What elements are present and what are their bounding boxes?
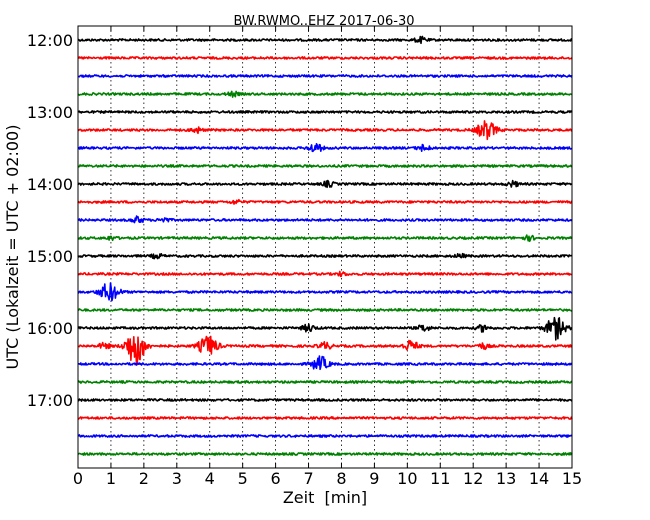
x-tick-label: 8: [336, 469, 346, 488]
x-tick-label: 2: [139, 469, 149, 488]
seismic-trace: [77, 335, 573, 366]
y-axis-label: UTC (Lokalzeit = UTC + 02:00): [3, 125, 22, 370]
y-tick-label: 12:00: [27, 31, 73, 50]
x-tick-label: 14: [529, 469, 549, 488]
x-tick-label: 13: [496, 469, 516, 488]
x-tick-label: 7: [303, 469, 313, 488]
plot-frame: [77, 25, 573, 469]
seismic-trace: [77, 398, 573, 402]
seismic-trace: [77, 90, 573, 98]
seismic-trace: [77, 282, 573, 302]
x-tick-label: 15: [562, 469, 582, 488]
x-tick-label: 5: [238, 469, 248, 488]
y-tick-label: 14:00: [27, 175, 73, 194]
y-tick-label: 17:00: [27, 391, 73, 410]
y-tick-label: 13:00: [27, 103, 73, 122]
seismic-trace: [77, 198, 573, 205]
x-axis: 0 1 2 3 4 5 6 7 8 9 10 11 12 13 14 15: [73, 26, 582, 488]
x-tick-label: 0: [73, 469, 83, 488]
chart-title: BW.RWMO..EHZ 2017-06-30: [233, 14, 414, 29]
seismic-trace: [77, 355, 573, 371]
seismic-trace: [77, 164, 573, 168]
y-tick-label: 16:00: [27, 319, 73, 338]
x-tick-label: 4: [205, 469, 215, 488]
seismic-trace: [77, 179, 573, 189]
x-tick-label: 6: [271, 469, 281, 488]
seismogram-traces: [77, 35, 573, 456]
x-tick-label: 10: [397, 469, 417, 488]
x-tick-label: 12: [463, 469, 483, 488]
seismic-trace: [77, 308, 573, 312]
seismic-trace: [77, 120, 573, 141]
x-tick-label: 9: [369, 469, 379, 488]
y-tick-label: 15:00: [27, 247, 73, 266]
x-tick-label: 3: [172, 469, 182, 488]
x-axis-label: Zeit [min]: [283, 488, 367, 507]
seismic-trace: [77, 316, 573, 341]
seismic-trace: [77, 234, 573, 243]
x-tick-label: 1: [106, 469, 116, 488]
seismic-trace: [77, 434, 573, 438]
x-tick-label: 11: [430, 469, 450, 488]
seismic-trace: [77, 143, 573, 153]
seismic-trace: [77, 416, 573, 420]
seismic-trace: [77, 35, 573, 45]
y-axis: 12:00 13:00 14:00 15:00 16:00 17:00: [27, 31, 572, 410]
seismic-trace: [77, 270, 573, 278]
seismic-trace: [77, 252, 573, 260]
seismic-trace: [77, 74, 573, 78]
x-grid: [110, 26, 540, 468]
seismic-trace: [77, 110, 573, 114]
seismic-trace: [77, 215, 573, 224]
seismic-trace: [77, 56, 573, 60]
seismic-trace: [77, 380, 573, 384]
seismic-trace: [77, 452, 573, 456]
